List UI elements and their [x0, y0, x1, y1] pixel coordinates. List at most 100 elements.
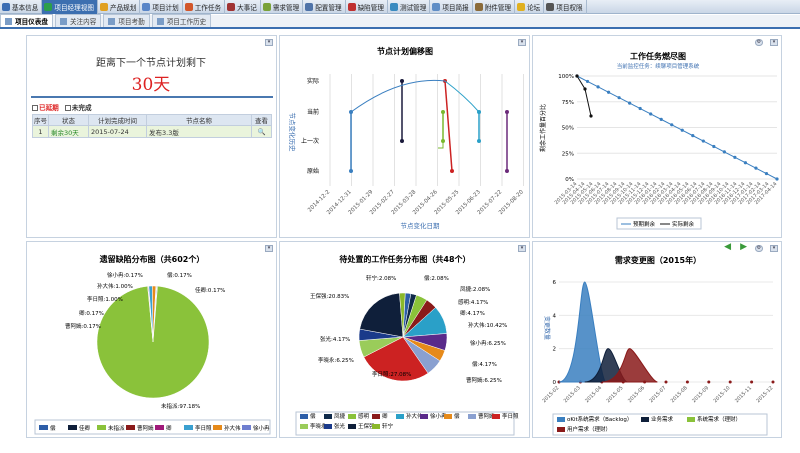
nav-item-2[interactable]: 产品规划 [98, 0, 141, 14]
legend-swatch [242, 425, 251, 430]
pie-slice [399, 292, 406, 338]
legend-label: 卿 [166, 424, 172, 432]
zero-point [728, 380, 732, 384]
legend-label: 曹阿嫣 [478, 412, 495, 420]
nav-item-8[interactable]: 缺陷管理 [346, 0, 388, 14]
series-line [444, 80, 453, 172]
table-header: 序号 状态 计划完成时间 节点名称 查看 [32, 114, 272, 126]
pie-label: 轩宁:2.08% [366, 274, 396, 282]
pie-slice [152, 285, 157, 343]
nav-item-10[interactable]: 项目简报 [430, 0, 473, 14]
x-tick: 2015-10 [713, 385, 732, 404]
nav-icon [99, 2, 108, 11]
zero-point [707, 380, 711, 384]
tab-3[interactable]: 项目工作历史 [151, 14, 212, 27]
next-arrow-icon[interactable]: ▶ [740, 242, 747, 252]
chart-title: 遗留缺陷分布图（共602个） [99, 254, 205, 264]
settings-button[interactable]: ⚙ [755, 39, 763, 46]
nav-item-12[interactable]: 论坛 [515, 0, 545, 14]
nav-item-6[interactable]: 需求管理 [261, 0, 304, 14]
nav-label: 项目权限 [556, 3, 583, 12]
zero-point [685, 380, 689, 384]
nav-item-3[interactable]: 项目计划 [140, 0, 183, 14]
collapse-button[interactable]: ▾ [518, 39, 526, 46]
collapse-button[interactable]: ▾ [518, 245, 526, 252]
plan-line [576, 75, 778, 180]
y-tick: 实际 [307, 77, 319, 85]
legend-swatch [155, 425, 164, 430]
collapse-button[interactable]: ▾ [265, 245, 273, 252]
col-view: 查看 [251, 114, 272, 126]
legend-label: 孙大伟 [224, 424, 241, 432]
offset-chart-panel: ▾ 节点计划偏移图 实际 当前 上一次 原始 2014-12-2 2014-12-31 201… [279, 35, 530, 238]
zero-point [771, 380, 775, 384]
nav-label: 缺陷管理 [357, 3, 384, 12]
checkbox-icon [32, 105, 38, 111]
nav-item-13[interactable]: 项目权限 [544, 0, 587, 14]
legend-swatch [126, 425, 135, 430]
collapse-button[interactable]: ▾ [770, 39, 778, 46]
view-icon[interactable]: 🔍 [251, 125, 272, 138]
overdue-legend[interactable]: 已延期 [32, 102, 59, 112]
tab-1[interactable]: 关注内容 [54, 14, 102, 27]
nav-label: 产品规划 [109, 3, 137, 12]
nav-item-5[interactable]: 大事记 [225, 0, 261, 14]
tab-2[interactable]: 项目考勤 [103, 14, 150, 27]
y-tick: 当前 [307, 108, 319, 116]
x-tick: 2015-05 [606, 385, 625, 404]
nav-icon [2, 2, 10, 11]
tab-0[interactable]: 项目仪表盘 [0, 14, 53, 27]
area-user [601, 348, 658, 383]
table-row[interactable]: 1 剩余30天 2015-07-24 发布3.3版 🔍 [32, 125, 272, 138]
area-backlog [558, 281, 607, 383]
nav-item-9[interactable]: 测试管理 [388, 0, 431, 14]
series-point [400, 79, 404, 83]
legend-label: 感明 [358, 412, 370, 420]
series-point [505, 110, 509, 114]
pie-label: 卿:4.17% [460, 309, 485, 317]
countdown-title: 距离下一个节点计划剩下 [96, 58, 206, 69]
incomplete-legend[interactable]: 未完成 [64, 102, 92, 112]
zero-point [750, 380, 754, 384]
prev-arrow-icon[interactable]: ◀ [724, 242, 731, 252]
collapse-button[interactable]: ▾ [265, 39, 273, 46]
legend-actual-label: 实际剩余 [672, 220, 695, 228]
legend-swatch [687, 417, 695, 422]
legend-swatch [396, 414, 404, 419]
nav-label: 需求管理 [272, 3, 300, 12]
nav-item-1[interactable]: 项目经理视图 [42, 0, 98, 14]
legend-swatch [372, 414, 380, 419]
legend-plan-label: 预期剩余 [633, 220, 656, 228]
settings-button[interactable]: ⚙ [755, 245, 763, 252]
legend-label: 徐小冉 [430, 412, 447, 420]
nav-label: 项目计划 [152, 3, 179, 12]
y-tick: 75% [562, 100, 574, 106]
nav-label: 工作任务 [194, 3, 222, 12]
plan-point [754, 166, 758, 170]
plan-point [617, 96, 621, 100]
pie-label: 偿:0.17% [167, 271, 192, 279]
plan-point [596, 85, 600, 89]
actual-point [575, 74, 579, 78]
y-axis-label: 节点变化历史 [288, 113, 297, 153]
nav-item-4[interactable]: 工作任务 [183, 0, 226, 14]
nav-item-11[interactable]: 附件管理 [473, 0, 516, 14]
nav-icon [432, 2, 441, 11]
pie-label: 偿:4.17% [472, 360, 497, 368]
y-tick: 4 [553, 313, 557, 319]
pie-label: 张光:4.17% [320, 335, 350, 343]
chart-subtitle: 当前监控任务：续聊项目管理系统 [617, 62, 700, 70]
nav-icon [227, 2, 236, 11]
actual-point [589, 114, 593, 118]
legend-label: 业务需求 [651, 415, 674, 423]
series-point [450, 169, 454, 173]
col-index: 序号 [32, 114, 49, 126]
collapse-button[interactable]: ▾ [770, 245, 778, 252]
nav-item-7[interactable]: 配置管理 [303, 0, 346, 14]
plan-point [628, 101, 632, 105]
nav-item-0[interactable]: 基本信息 [0, 0, 43, 14]
legend-label: 偿 [310, 412, 316, 420]
pie-label: 李日照:1.00% [87, 295, 123, 303]
x-tick: 2015-04 [584, 385, 603, 404]
